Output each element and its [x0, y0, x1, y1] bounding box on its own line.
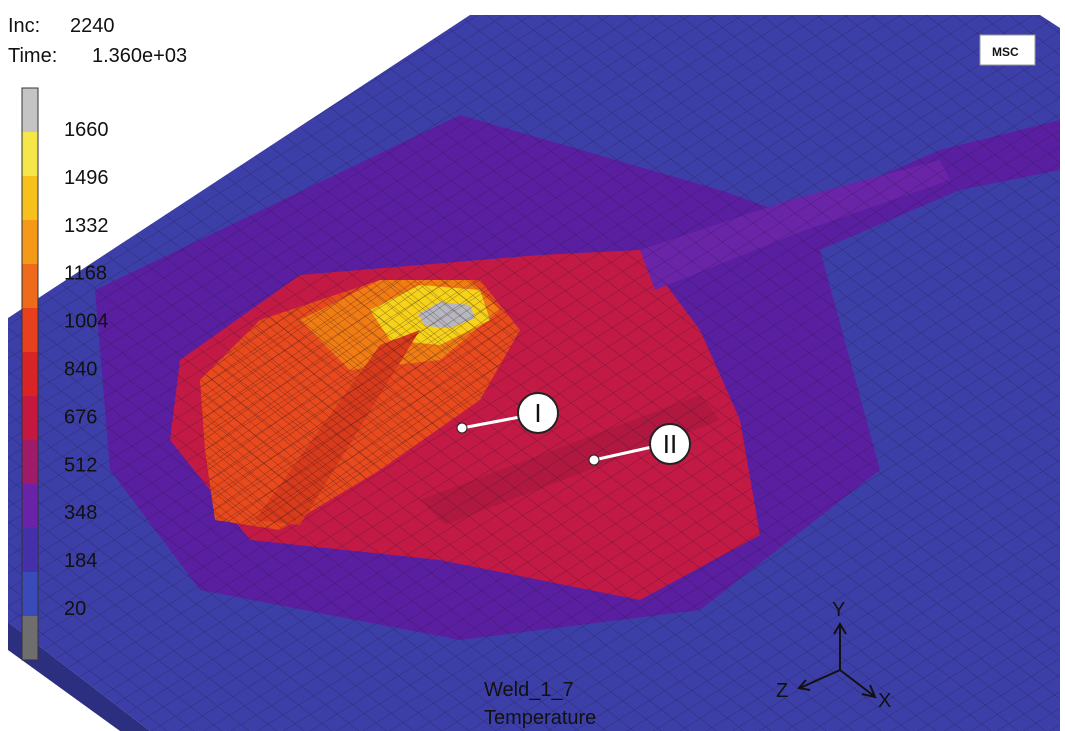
legend-tick-label: 512 [64, 454, 97, 476]
legend-tick-label: 1004 [64, 311, 109, 333]
axis-triad [797, 622, 877, 699]
job-name: Weld_1_7 [484, 679, 574, 701]
legend-tick-label: 348 [64, 502, 97, 524]
axis-z: Z [776, 680, 788, 702]
callout-label: I [534, 398, 541, 428]
legend-tick-label: 1660 [64, 119, 109, 141]
logo: MSC [979, 34, 1036, 66]
legend-tick-label: 1332 [64, 215, 109, 237]
variable-name: Temperature [484, 707, 596, 729]
time-value: 1.360e+03 [92, 45, 187, 67]
inc-value: 2240 [70, 15, 115, 37]
legend-tick-label: 1168 [64, 263, 107, 285]
callout-2: II [588, 423, 691, 466]
legend-labels: 1660 1496 1332 1168 1004 840 676 512 348 184 20 [64, 119, 109, 620]
color-legend: 1660 1496 1332 1168 1004 840 676 512 348 184 20 [21, 87, 109, 661]
axis-y: Y [832, 599, 845, 621]
axis-x: X [878, 690, 891, 712]
inc-label: Inc: [8, 15, 40, 37]
legend-tick-label: 676 [64, 406, 97, 428]
legend-tick-label: 1496 [64, 167, 109, 189]
legend-tick-label: 840 [64, 359, 97, 381]
time-label: Time: [8, 45, 57, 67]
model [8, 15, 1060, 731]
legend-tick-label: 20 [64, 598, 86, 620]
callout-1: I [456, 392, 559, 434]
logo-text: MSC [992, 45, 1019, 59]
legend-tick-label: 184 [64, 550, 97, 572]
callout-label: II [663, 429, 677, 459]
